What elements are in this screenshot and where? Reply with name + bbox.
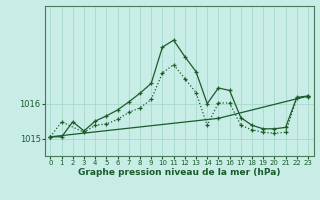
- X-axis label: Graphe pression niveau de la mer (hPa): Graphe pression niveau de la mer (hPa): [78, 168, 280, 177]
